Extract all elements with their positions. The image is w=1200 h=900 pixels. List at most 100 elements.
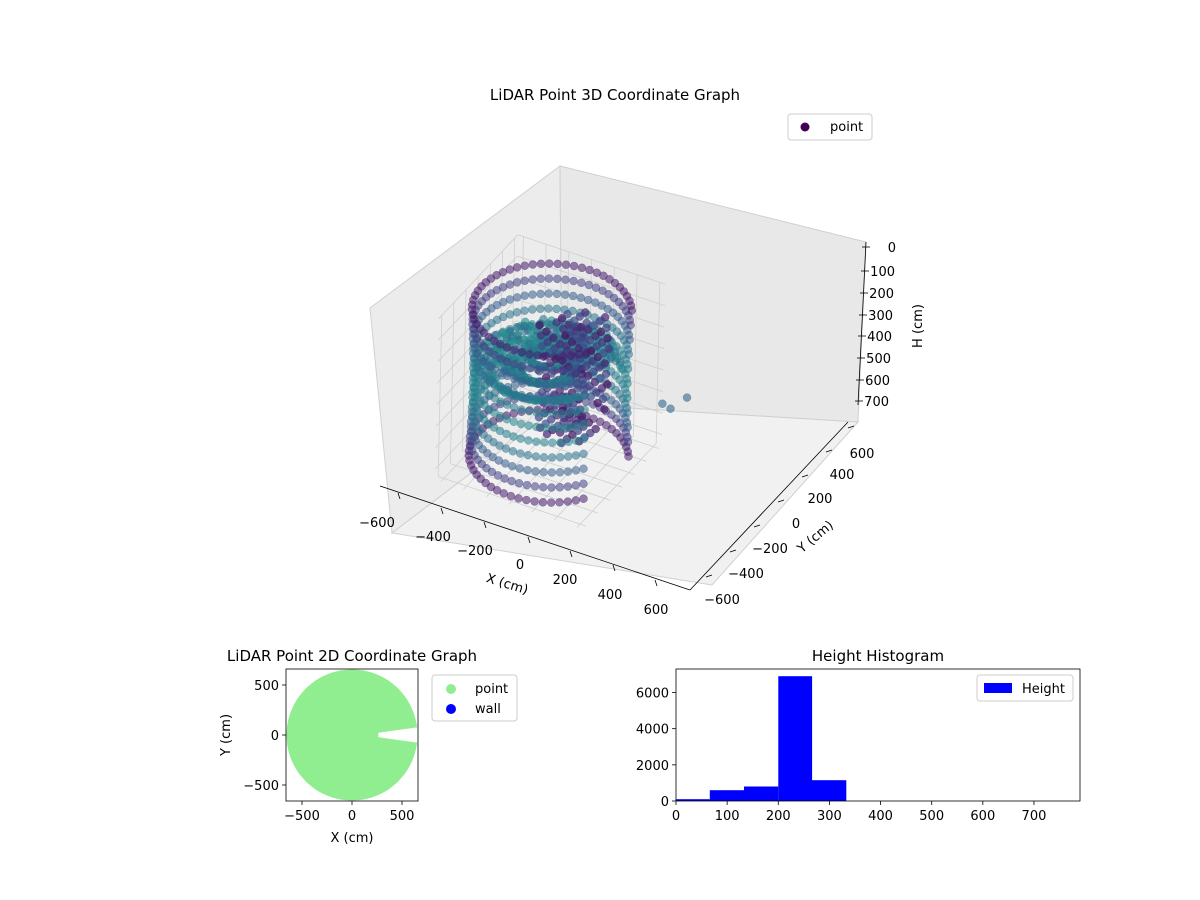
point-marker — [545, 275, 553, 283]
z-tick-label: 100 — [870, 265, 895, 280]
point-marker — [570, 277, 578, 285]
x-tick-label-hist: 700 — [1022, 809, 1047, 824]
legend-3d-marker — [801, 123, 810, 132]
point-marker — [564, 310, 572, 318]
point-marker — [522, 496, 530, 504]
point-marker — [570, 262, 578, 270]
point-marker — [573, 393, 581, 401]
point-marker — [539, 498, 547, 506]
point-marker — [523, 481, 531, 489]
point-marker — [524, 436, 532, 444]
histogram-title: Height Histogram — [812, 647, 944, 665]
point-marker — [557, 424, 565, 432]
point-marker — [525, 422, 533, 430]
z-tick-label: 500 — [866, 352, 891, 367]
point-marker — [521, 292, 529, 300]
point-marker — [540, 468, 548, 476]
point-marker — [564, 498, 572, 506]
point-marker — [536, 321, 544, 329]
point-marker — [585, 281, 593, 289]
point-marker — [566, 380, 574, 388]
point-marker — [581, 377, 589, 385]
point-marker — [513, 278, 521, 286]
point-marker — [510, 346, 518, 354]
point-marker — [501, 330, 509, 338]
point-marker — [580, 435, 588, 443]
y-tick-label-hist: 6000 — [636, 687, 669, 702]
point-marker — [544, 305, 552, 313]
point-marker — [565, 438, 573, 446]
point-marker — [599, 395, 607, 403]
point-marker — [558, 367, 566, 375]
y-tick-label-2d: 500 — [254, 679, 279, 694]
point-marker — [553, 290, 561, 298]
point-marker — [518, 391, 526, 399]
point-marker — [501, 475, 509, 483]
point-marker — [513, 293, 521, 301]
point-marker — [550, 381, 558, 389]
point-marker — [554, 260, 562, 268]
point-marker — [683, 394, 691, 402]
x-tick-label: 0 — [516, 558, 524, 573]
point-marker — [521, 262, 529, 270]
point-marker — [516, 450, 524, 458]
point-marker — [517, 406, 525, 414]
point-marker — [578, 264, 586, 272]
point-marker — [558, 395, 566, 403]
z-tick-label: 600 — [865, 374, 890, 389]
point-marker — [528, 306, 536, 314]
point-marker — [572, 496, 580, 504]
point-marker — [547, 499, 555, 507]
point-marker — [562, 276, 570, 284]
point-marker — [549, 410, 557, 418]
point-marker — [567, 366, 575, 374]
point-marker — [586, 266, 594, 274]
point-marker — [526, 350, 534, 358]
point-marker — [592, 425, 600, 433]
point-marker — [503, 358, 511, 366]
point-marker — [518, 377, 526, 385]
chart-3d-title: LiDAR Point 3D Coordinate Graph — [490, 86, 740, 104]
point-marker — [557, 409, 565, 417]
point-marker — [558, 381, 566, 389]
point-marker — [556, 498, 564, 506]
point-marker — [565, 409, 573, 417]
point-marker — [564, 468, 572, 476]
point-marker — [500, 489, 508, 497]
point-marker — [556, 483, 564, 491]
point-marker — [548, 484, 556, 492]
point-marker — [529, 291, 537, 299]
point-marker — [529, 276, 537, 284]
point-marker — [601, 313, 609, 321]
point-marker — [572, 481, 580, 489]
legend-3d: point — [788, 114, 872, 140]
y-tick-label-2d: 0 — [271, 729, 279, 744]
y-tick-label: 200 — [808, 492, 833, 507]
histogram-bar — [710, 790, 744, 801]
point-marker — [541, 424, 549, 432]
y-tick-label: 0 — [792, 517, 800, 532]
point-marker — [562, 261, 570, 269]
point-marker — [510, 403, 518, 411]
point-marker — [569, 292, 577, 300]
point-marker — [548, 454, 556, 462]
point-marker — [531, 498, 539, 506]
point-marker — [532, 467, 540, 475]
point-marker — [550, 367, 558, 375]
point-marker — [508, 477, 516, 485]
z-tick-label: 400 — [867, 330, 892, 345]
legend-2d-marker-point — [446, 684, 456, 694]
point-marker — [541, 409, 549, 417]
legend-3d-label-point: point — [830, 120, 863, 135]
point-marker — [580, 450, 588, 458]
x-tick-label: −400 — [415, 530, 451, 545]
point-marker — [613, 354, 621, 362]
point-marker — [509, 447, 517, 455]
point-marker — [508, 462, 516, 470]
point-marker — [561, 291, 569, 299]
point-marker — [529, 261, 537, 269]
point-marker — [574, 365, 582, 373]
chart-histogram: 0 100 200 300 400 500 600 700 0 2000 4000 6000 Heig… — [636, 647, 1080, 824]
x-tick-label-hist: 200 — [766, 809, 791, 824]
point-marker — [583, 349, 591, 357]
